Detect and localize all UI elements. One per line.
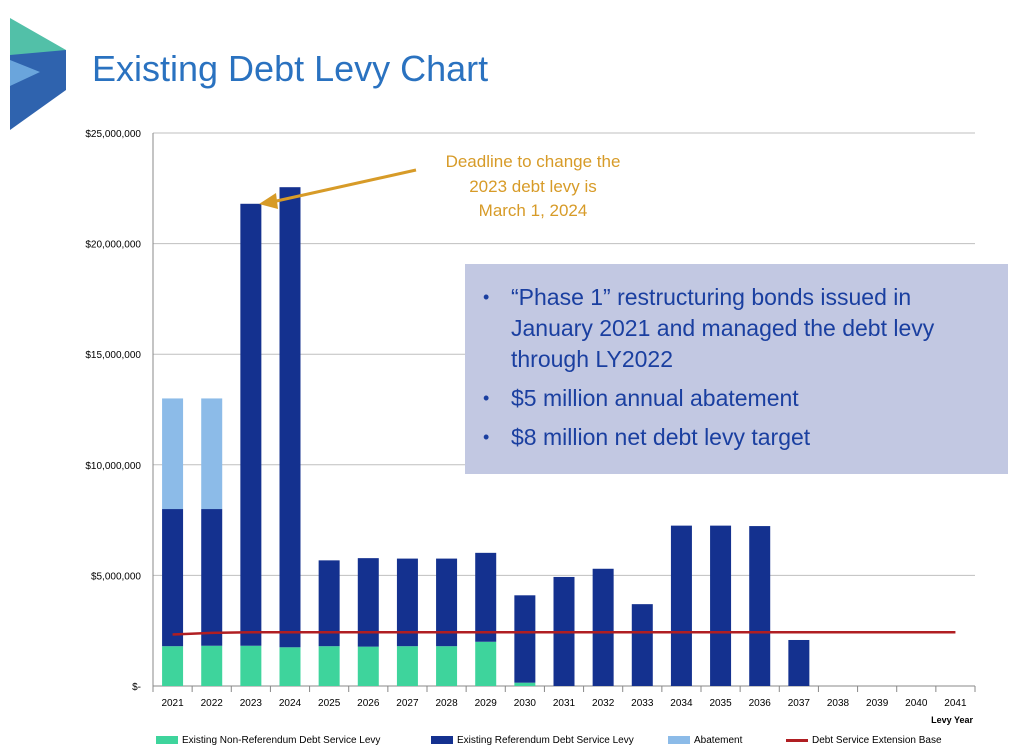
y-tick-label: $25,000,000	[85, 129, 141, 140]
bar-referendum	[631, 604, 653, 686]
bullet-icon: •	[483, 427, 490, 447]
annotation-arrow	[271, 168, 417, 204]
legend-label: Debt Service Extension Base	[812, 734, 942, 746]
callout-list: • “Phase 1” restructuring bonds issued in…	[475, 282, 988, 453]
y-tick-label: $10,000,000	[85, 461, 141, 472]
bar-abatement	[162, 398, 184, 510]
x-tick-label: 2033	[631, 698, 654, 709]
bar-non-referendum	[475, 641, 497, 686]
bar-referendum	[436, 558, 458, 647]
x-tick-label: 2023	[240, 698, 263, 709]
bar-referendum	[201, 509, 223, 646]
callout-item: • “Phase 1” restructuring bonds issued in…	[475, 282, 988, 375]
x-tick-label: 2037	[788, 698, 811, 709]
legend-item-referendum: Existing Referendum Debt Service Levy	[431, 731, 634, 749]
y-tick-label: $20,000,000	[85, 240, 141, 251]
bar-referendum	[788, 639, 810, 686]
bar-non-referendum	[201, 645, 223, 686]
x-tick-label: 2032	[592, 698, 615, 709]
legend-label: Abatement	[694, 734, 743, 746]
bar-non-referendum	[279, 647, 301, 686]
bar-non-referendum	[162, 646, 184, 686]
bullet-icon: •	[483, 388, 490, 408]
x-tick-label: 2030	[514, 698, 537, 709]
x-tick-label: 2039	[866, 698, 889, 709]
x-tick-label: 2035	[709, 698, 732, 709]
page-title: Existing Debt Levy Chart	[92, 48, 489, 89]
legend-swatch	[431, 736, 453, 744]
legend-item-extension-base: Debt Service Extension Base	[786, 731, 942, 749]
bar-referendum	[318, 560, 340, 647]
x-tick-label: 2025	[318, 698, 341, 709]
legend-item-abatement: Abatement	[668, 731, 742, 749]
annotation-text: Deadline to change the	[446, 152, 621, 171]
x-tick-label: 2022	[201, 698, 224, 709]
bar-referendum	[357, 558, 379, 647]
x-tick-label: 2034	[670, 698, 693, 709]
x-tick-label: 2024	[279, 698, 302, 709]
x-tick-label: 2038	[827, 698, 850, 709]
bar-non-referendum	[514, 682, 536, 686]
line-extension-base	[172, 630, 956, 636]
bar-non-referendum	[357, 646, 379, 686]
bar-referendum	[396, 558, 418, 647]
x-tick-label: 2026	[357, 698, 380, 709]
legend-line	[786, 738, 808, 742]
bar-referendum	[749, 526, 771, 686]
x-tick-label: 2036	[749, 698, 772, 709]
callout-item: • $8 million net debt levy target	[475, 422, 988, 453]
bar-referendum	[670, 525, 692, 686]
x-tick-label: 2041	[944, 698, 967, 709]
callout-box: • “Phase 1” restructuring bonds issued in…	[465, 264, 1008, 474]
bar-non-referendum	[318, 646, 340, 686]
legend-swatch	[668, 736, 690, 744]
legend-label: Existing Referendum Debt Service Levy	[457, 734, 634, 746]
bar-non-referendum	[240, 645, 262, 686]
logo-icon	[10, 18, 66, 130]
bar-abatement	[201, 398, 223, 510]
annotation-text: March 1, 2024	[479, 201, 588, 220]
bar-referendum	[592, 568, 614, 686]
annotation-arrowhead	[259, 193, 278, 209]
bar-referendum	[240, 203, 262, 646]
bar-referendum	[162, 509, 184, 647]
x-tick-label: 2027	[396, 698, 419, 709]
x-tick-label: 2028	[435, 698, 458, 709]
callout-item-text: $5 million annual abatement	[511, 385, 799, 411]
bar-non-referendum	[396, 646, 418, 686]
legend-item-non-referendum: Existing Non-Referendum Debt Service Lev…	[156, 731, 380, 749]
bullet-icon: •	[483, 287, 490, 307]
callout-item-text: $8 million net debt levy target	[511, 424, 811, 450]
bar-referendum	[514, 595, 536, 683]
annotation-text: 2023 debt levy is	[469, 177, 597, 196]
legend-swatch	[156, 736, 178, 744]
bar-referendum	[279, 187, 301, 648]
x-tick-label: 2029	[475, 698, 498, 709]
y-tick-label: $-	[132, 682, 141, 693]
y-tick-label: $15,000,000	[85, 350, 141, 361]
y-tick-label: $5,000,000	[91, 571, 141, 582]
chart-legend: Existing Non-Referendum Debt Service Lev…	[156, 731, 1016, 749]
bar-referendum	[710, 525, 732, 686]
bar-referendum	[475, 552, 497, 642]
x-axis-label: Levy Year	[931, 715, 973, 725]
x-tick-label: 2021	[161, 698, 184, 709]
callout-item: • $5 million annual abatement	[475, 383, 988, 414]
callout-item-text: “Phase 1” restructuring bonds issued in …	[511, 284, 935, 372]
bar-non-referendum	[436, 646, 458, 686]
x-tick-label: 2040	[905, 698, 928, 709]
x-tick-label: 2031	[553, 698, 576, 709]
legend-label: Existing Non-Referendum Debt Service Lev…	[182, 734, 381, 746]
